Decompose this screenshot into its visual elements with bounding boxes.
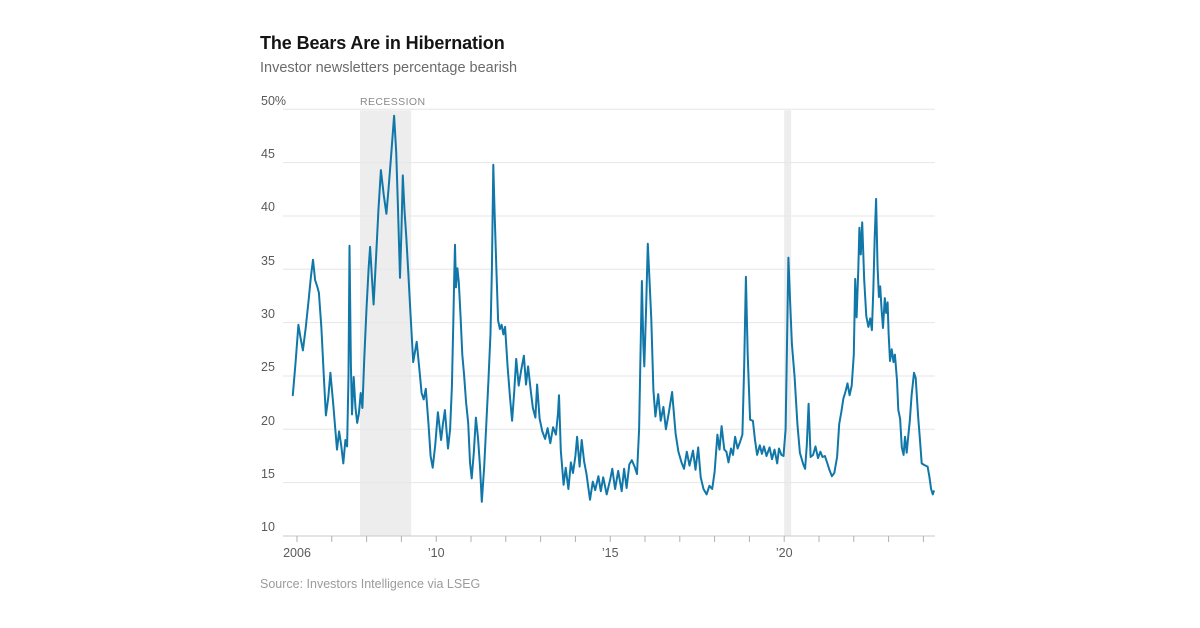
x-axis-tick-label: ’15 bbox=[601, 546, 619, 560]
y-axis-tick-label: 25 bbox=[261, 360, 275, 375]
y-axis-tick-label: 40 bbox=[261, 200, 275, 215]
chart-title: The Bears Are in Hibernation bbox=[260, 33, 505, 53]
y-axis-tick-label: 35 bbox=[261, 253, 275, 268]
y-axis-tick-label: 10 bbox=[261, 520, 275, 535]
x-axis-tick-label: ’20 bbox=[775, 546, 793, 560]
chart-subtitle: Investor newsletters percentage bearish bbox=[260, 60, 518, 76]
y-axis-tick-label: 15 bbox=[261, 467, 275, 482]
bearish-percentage-line bbox=[291, 114, 935, 503]
y-axis-tick-label: 30 bbox=[261, 307, 275, 322]
recession-band bbox=[360, 110, 412, 537]
y-axis-tick-label: 50% bbox=[261, 93, 287, 108]
x-axis-tick-label: 2006 bbox=[283, 546, 311, 560]
y-axis-tick-label: 20 bbox=[261, 413, 275, 428]
source-note: Source: Investors Intelligence via LSEG bbox=[260, 577, 481, 591]
x-axis-tick-label: ’10 bbox=[427, 546, 445, 560]
y-axis-tick-label: 45 bbox=[261, 147, 275, 162]
recession-band-label: RECESSION bbox=[360, 96, 426, 108]
